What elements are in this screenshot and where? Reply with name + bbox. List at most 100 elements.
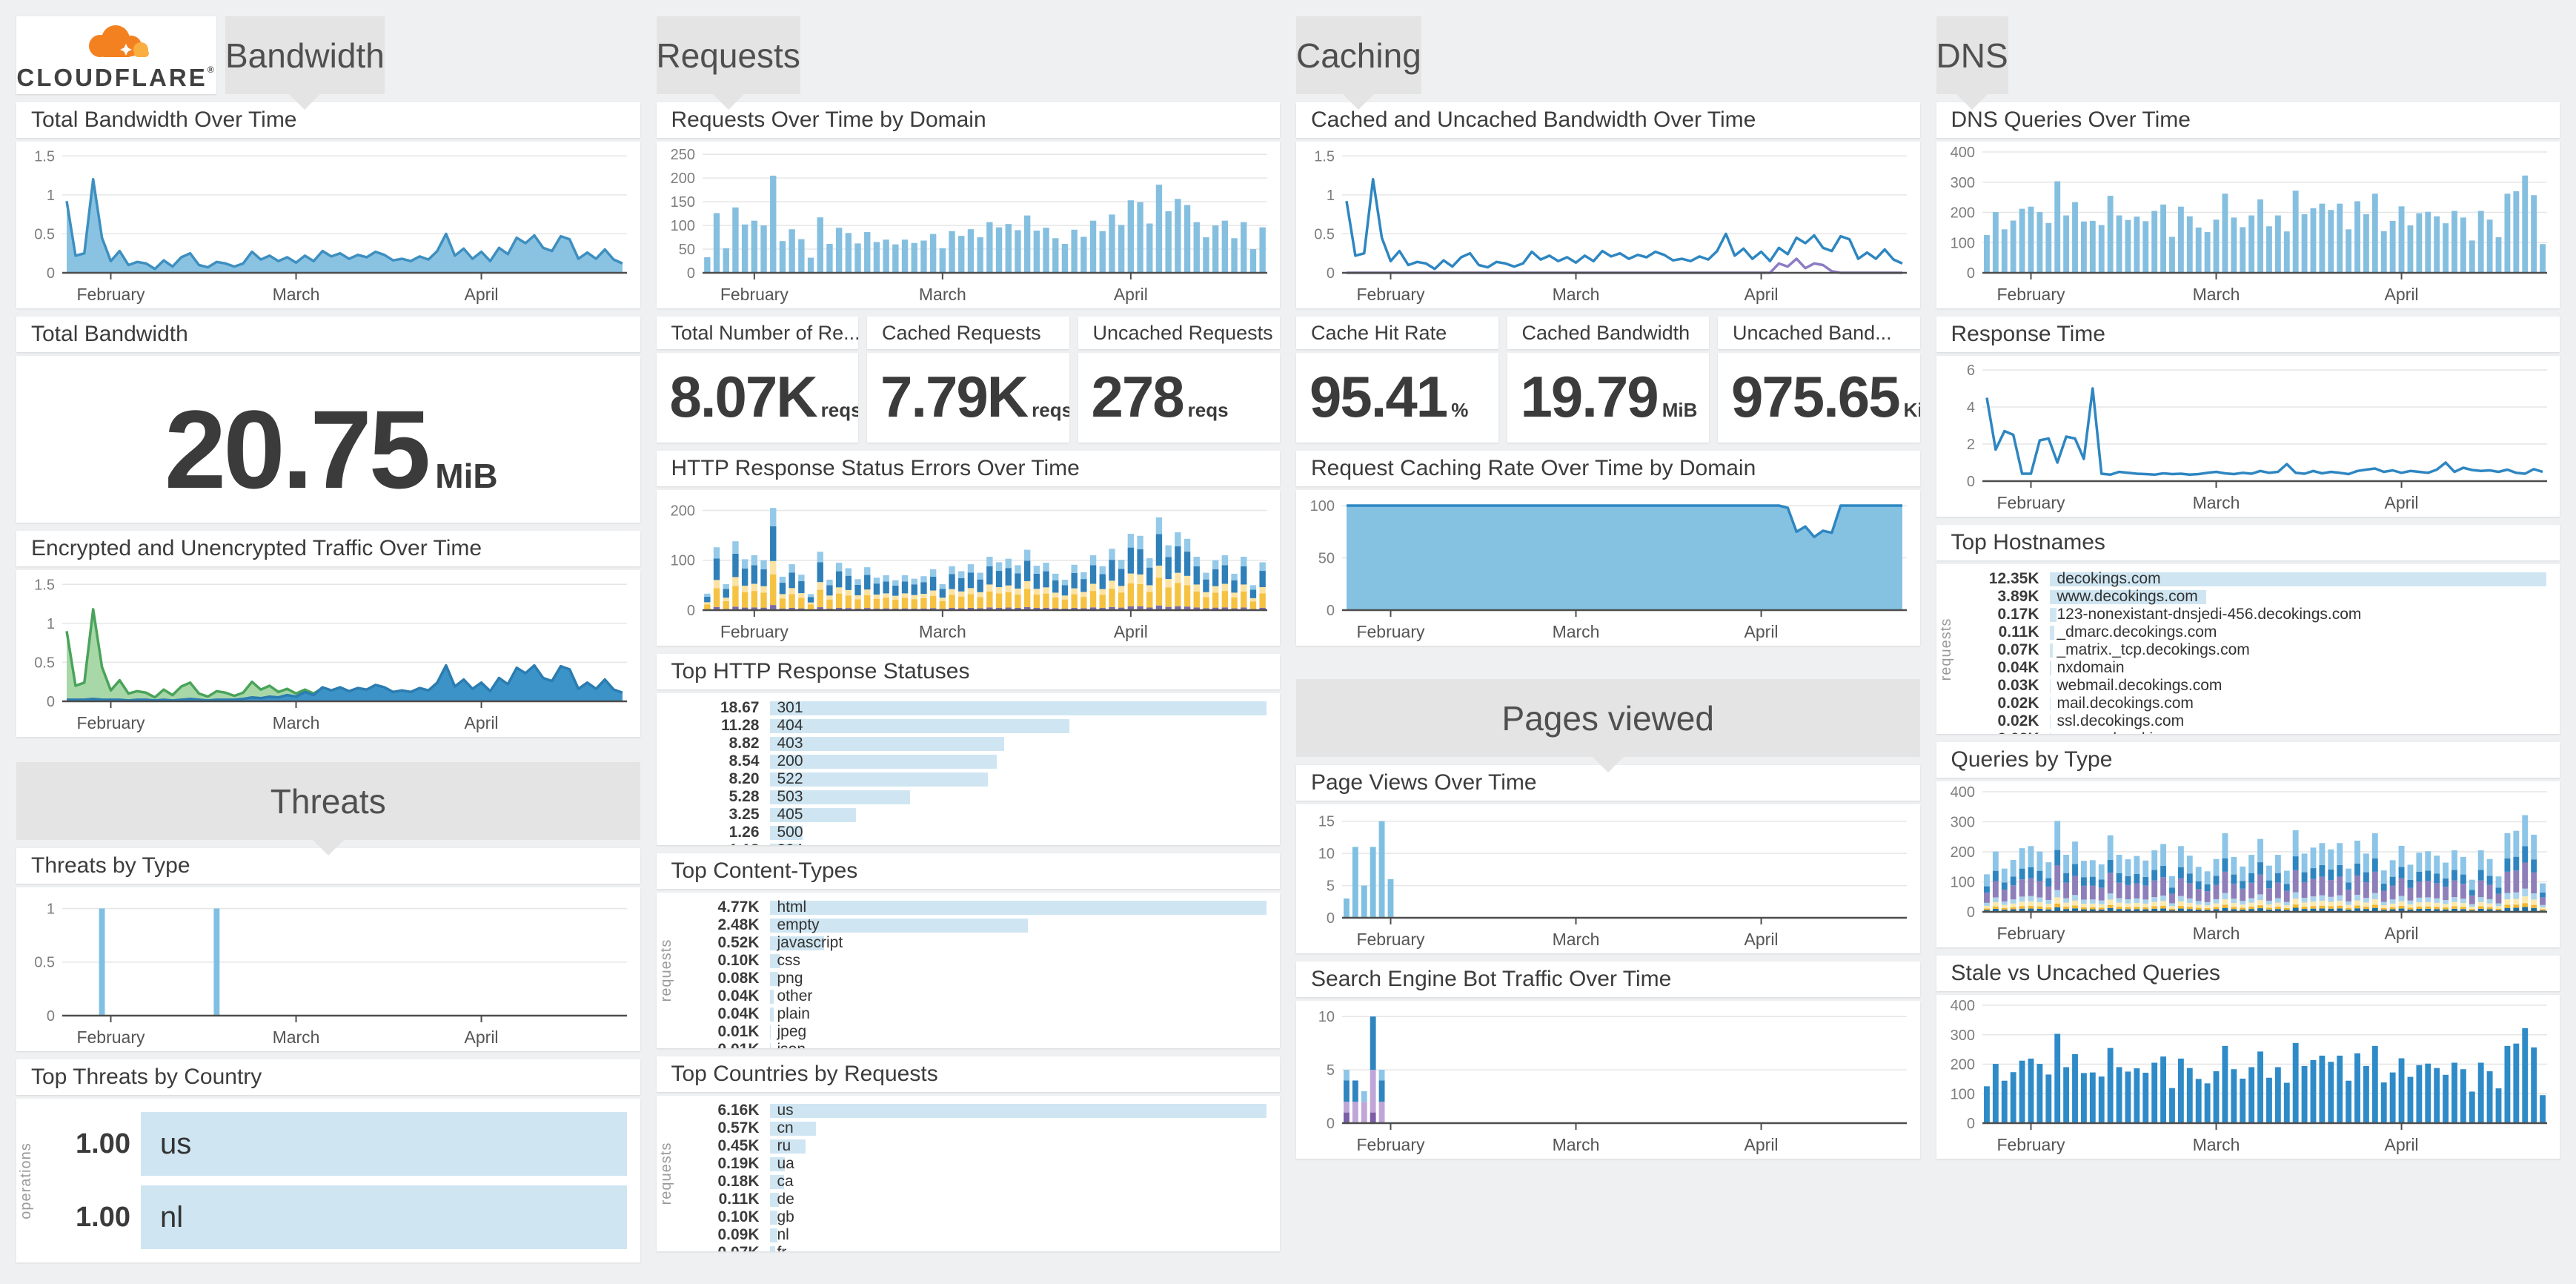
stat-card-cached-bandwidth: Cached Bandwidth 19.79 MiB	[1507, 317, 1709, 443]
stat-card-total-requests: Total Number of Re... 8.07K reqs	[656, 317, 858, 443]
list-item-label: 500	[777, 824, 803, 841]
list-item[interactable]: 0.01K jpeg	[682, 1023, 1267, 1041]
list-item-label: css	[777, 952, 801, 969]
list-item[interactable]: 6.16K us	[682, 1102, 1267, 1119]
list-item[interactable]: 1.00 us	[42, 1110, 627, 1178]
top-http-statuses-list[interactable]: 18.67 301 11.28 404 8.82 403 8.54 200 8.20 522 5.2…	[656, 693, 1280, 845]
list-item[interactable]: 12.35K decokings.com	[1962, 570, 2546, 588]
list-item[interactable]: 0.02K mail.decokings.com	[1962, 695, 2547, 712]
list-item[interactable]: 0.08K png	[682, 970, 1267, 987]
list-item[interactable]: 1.00 nl	[42, 1183, 627, 1251]
top-threats-by-country-list[interactable]: operations 1.00 us 1.00 nl	[16, 1099, 640, 1263]
page-views-chart[interactable]: 0 5 10 15 February March April	[1296, 804, 1920, 953]
list-item-bar	[769, 701, 1267, 715]
list-item[interactable]: 8.20 522	[682, 770, 1267, 788]
list-item-label: 304	[770, 841, 803, 845]
panel-encrypted-traffic: Encrypted and Unencrypted Traffic Over T…	[16, 531, 640, 737]
list-item[interactable]: 0.57K cn	[682, 1119, 1267, 1137]
list-item[interactable]: 0.03K webmail.decokings.com	[1962, 677, 2547, 695]
list-item[interactable]: 1.18 304	[682, 841, 1267, 845]
panel-title: Encrypted and Unencrypted Traffic Over T…	[16, 531, 640, 566]
list-item[interactable]: 8.54 200	[682, 752, 1267, 770]
svg-text:March: March	[273, 713, 320, 732]
axis-label: requests	[657, 1142, 674, 1205]
svg-text:100: 100	[1950, 875, 1974, 891]
list-item[interactable]: 3.89K www.decokings.com	[1962, 588, 2547, 606]
section-header-pages-viewed: Pages viewed	[1296, 679, 1920, 757]
top-hostnames-list[interactable]: requests 12.35K decokings.com 3.89K www.deco…	[1936, 564, 2560, 734]
list-item-value: 6.16K	[717, 1102, 760, 1119]
list-item-value: 0.04K	[717, 987, 760, 1005]
list-item-value: 0.11K	[718, 1191, 760, 1208]
stale-uncached-chart[interactable]: 0 100 200 300 400 February March April	[1936, 995, 2560, 1159]
list-item[interactable]: 18.67 301	[682, 699, 1267, 717]
list-item[interactable]: 0.45K ru	[682, 1137, 1267, 1155]
svg-text:0: 0	[1327, 1116, 1335, 1132]
http-errors-chart[interactable]: 0 100 200 February March April	[656, 490, 1280, 646]
column-caching: Caching Cached and Uncached Bandwidth Ov…	[1296, 16, 1920, 1268]
list-item[interactable]: 8.82 403	[682, 735, 1267, 752]
list-item-bar	[769, 1228, 777, 1242]
encrypted-traffic-chart[interactable]: 0 0.5 1 1.5 February March April	[16, 570, 640, 737]
list-item[interactable]: 0.04K plain	[682, 1005, 1267, 1023]
list-item[interactable]: 5.28 503	[682, 788, 1267, 806]
stat-unit: reqs	[1032, 399, 1069, 421]
list-item-label: nl	[777, 1226, 789, 1243]
list-item[interactable]: 4.77K html	[682, 899, 1267, 916]
threats-by-type-chart[interactable]: 0 0.5 1 February March April	[16, 887, 640, 1051]
list-item[interactable]: 0.07K fr	[682, 1244, 1267, 1251]
stat-value: 95.41	[1309, 364, 1448, 429]
list-item-bar	[769, 1042, 771, 1048]
list-item[interactable]: 2.48K empty	[682, 916, 1267, 934]
list-item[interactable]: 0.52K javascript	[682, 934, 1267, 952]
list-item-bar	[141, 1185, 627, 1249]
list-item[interactable]: 0.11K de	[682, 1191, 1267, 1208]
list-item[interactable]: 3.25 405	[682, 806, 1267, 824]
section-header-bandwidth: Bandwidth	[225, 16, 385, 94]
list-item-value: 3.89K	[1997, 588, 2039, 605]
list-item[interactable]: 0.02K secure.decokings.com	[1962, 730, 2547, 734]
list-item[interactable]: 0.07K _matrix._tcp.decokings.com	[1962, 641, 2547, 659]
list-item-label: 301	[777, 699, 803, 716]
panel-title: Cached and Uncached Bandwidth Over Time	[1296, 102, 1920, 138]
list-item-value: 2.48K	[717, 916, 760, 933]
panel-http-errors: HTTP Response Status Errors Over Time 0 1…	[656, 451, 1280, 646]
list-item[interactable]: 0.01K json	[682, 1041, 1267, 1048]
list-item[interactable]: 0.04K nxdomain	[1962, 659, 2547, 677]
response-time-chart[interactable]: 0 2 4 6 February March April	[1936, 356, 2560, 517]
dns-queries-chart[interactable]: 0 100 200 300 400 February March April	[1936, 142, 2560, 308]
list-item[interactable]: 0.19K ua	[682, 1155, 1267, 1173]
stat-card-uncached-bandwidth: Uncached Band... 975.65 KiB	[1718, 317, 1920, 443]
requests-header-row: Requests	[656, 16, 1281, 94]
list-item[interactable]: 0.02K ssl.decokings.com	[1962, 712, 2547, 730]
request-caching-rate-chart[interactable]: 0 50 100 February March April	[1296, 490, 1920, 646]
top-countries-list[interactable]: requests 6.16K us 0.57K cn 0.45K ru 0.19K ua 0.18…	[656, 1096, 1280, 1251]
list-item[interactable]: 0.04K other	[682, 987, 1267, 1005]
list-item[interactable]: 0.10K css	[682, 952, 1267, 970]
list-item[interactable]: 0.09K nl	[682, 1226, 1267, 1244]
list-item[interactable]: 0.11K _dmarc.decokings.com	[1962, 623, 2547, 641]
svg-text:1: 1	[47, 901, 55, 917]
svg-text:0: 0	[686, 265, 694, 282]
list-item-bar	[769, 1007, 774, 1022]
queries-by-type-chart[interactable]: 0 100 200 300 400 February March April	[1936, 781, 2560, 947]
list-item[interactable]: 1.26 500	[682, 824, 1267, 841]
list-item[interactable]: 0.10K gb	[682, 1208, 1267, 1226]
panel-title: Page Views Over Time	[1296, 765, 1920, 801]
total-bandwidth-over-time-chart[interactable]: 0 0.5 1 1.5 February March April	[16, 142, 640, 308]
svg-text:100: 100	[670, 553, 694, 569]
requests-over-time-chart[interactable]: 0 50 100 150 200 250 February March April	[656, 142, 1280, 308]
list-item[interactable]: 0.17K 123-nonexistant-dnsjedi-456.decokin…	[1962, 606, 2547, 623]
list-item[interactable]: 0.18K ca	[682, 1173, 1267, 1191]
bot-traffic-chart[interactable]: 0 5 10 February March April	[1296, 1001, 1920, 1159]
top-content-types-list[interactable]: requests 4.77K html 2.48K empty 0.52K javascri…	[656, 893, 1280, 1048]
cloudflare-logo: CLOUDFLARE®	[16, 16, 216, 94]
stat-value: 8.07K	[669, 364, 818, 429]
list-item-bar	[2049, 643, 2053, 658]
svg-text:March: March	[1553, 622, 1600, 641]
cached-uncached-bandwidth-chart[interactable]: 0 0.5 1 1.5 February March April	[1296, 142, 1920, 308]
list-item[interactable]: 11.28 404	[682, 717, 1267, 735]
panel-top-content-types: Top Content-Types requests 4.77K html 2.48K…	[656, 853, 1280, 1048]
svg-text:300: 300	[1950, 1027, 1974, 1044]
svg-text:April: April	[2384, 493, 2418, 512]
